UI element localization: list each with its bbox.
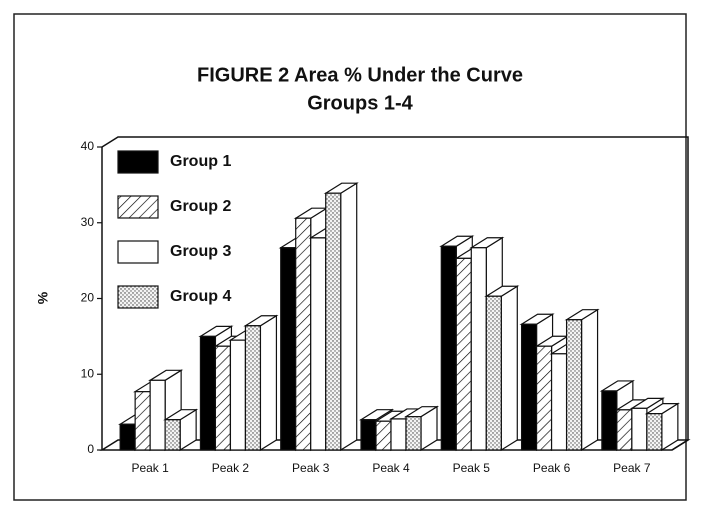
bar	[149, 379, 166, 451]
bar	[646, 413, 663, 451]
bar	[565, 319, 583, 451]
bar	[214, 345, 232, 451]
chart-subtitle: Groups 1-4	[307, 92, 413, 114]
bar-side	[340, 182, 358, 452]
bar	[601, 390, 618, 451]
x-tick-label: Peak 4	[372, 461, 410, 475]
bar	[280, 247, 297, 451]
bar	[119, 423, 136, 451]
bar	[199, 335, 217, 451]
bar	[631, 407, 648, 451]
y-tick-label: 0	[87, 442, 94, 456]
bar	[550, 353, 568, 451]
legend-swatch	[117, 240, 159, 264]
legend-label: Group 2	[170, 198, 231, 215]
bar	[440, 245, 457, 451]
x-tick-label: Peak 6	[533, 461, 571, 475]
bar	[535, 345, 553, 451]
legend-label: Group 4	[170, 288, 231, 305]
y-tick-label: 10	[81, 366, 95, 380]
legend-swatch	[117, 150, 159, 174]
bar	[244, 325, 262, 451]
bar	[485, 295, 502, 451]
y-axis-label: %	[35, 291, 51, 304]
bar	[325, 192, 342, 451]
legend-label: Group 3	[170, 243, 231, 260]
bar	[470, 247, 487, 451]
bar	[405, 416, 422, 451]
x-tick-label: Peak 3	[292, 461, 330, 475]
bar	[520, 323, 538, 451]
x-tick-label: Peak 5	[453, 461, 491, 475]
x-tick-label: Peak 2	[212, 461, 250, 475]
bar	[310, 237, 327, 451]
bar	[375, 420, 392, 451]
frame	[13, 13, 687, 501]
bar	[390, 418, 407, 451]
bar-side	[580, 308, 599, 452]
bar	[616, 409, 633, 451]
bar	[360, 419, 377, 451]
bar	[134, 391, 151, 451]
bar	[164, 419, 181, 451]
y-tick-label: 30	[81, 215, 95, 229]
legend-swatch	[117, 285, 159, 309]
chart-title: FIGURE 2 Area % Under the Curve	[197, 64, 523, 86]
bar-side	[500, 285, 518, 452]
y-tick-label: 40	[81, 139, 95, 153]
x-tick-label: Peak 7	[613, 461, 651, 475]
legend-swatch	[117, 195, 159, 219]
bar	[295, 217, 312, 451]
bar-side	[259, 314, 278, 452]
x-tick-label: Peak 1	[131, 461, 169, 475]
bar	[229, 339, 247, 451]
y-tick-label: 20	[81, 291, 95, 305]
legend-label: Group 1	[170, 153, 231, 170]
bar	[455, 257, 472, 451]
